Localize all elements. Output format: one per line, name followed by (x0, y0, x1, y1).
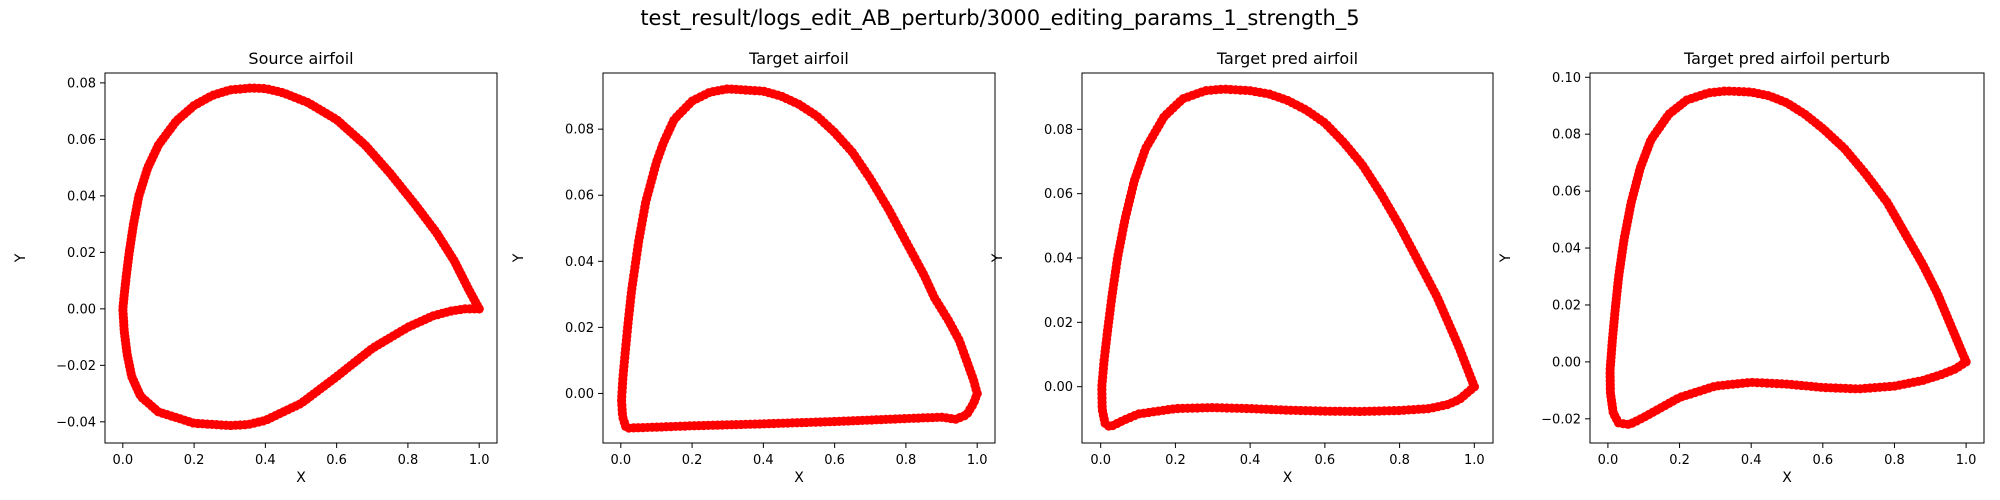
y-tick-label: 0.06 (1044, 187, 1073, 202)
y-tick-label: 0.00 (1044, 380, 1073, 395)
y-tick-label: −0.02 (56, 359, 96, 374)
y-tick-label: 0.08 (1552, 128, 1581, 143)
y-tick-label: 0.08 (565, 123, 594, 138)
x-tick-label: 0.8 (1389, 453, 1410, 468)
x-tick-label: 0.8 (398, 453, 419, 468)
x-tick-label: 0.0 (1598, 453, 1619, 468)
x-tick-label: 0.4 (1240, 453, 1261, 468)
data-point (474, 304, 484, 314)
x-tick-label: 0.4 (1741, 453, 1762, 468)
y-tick-label: 0.06 (1552, 185, 1581, 200)
x-tick-label: 0.6 (824, 453, 845, 468)
data-point (1961, 357, 1971, 367)
y-axis-label: Y (13, 253, 29, 263)
x-tick-label: 0.6 (1315, 453, 1336, 468)
y-tick-label: 0.02 (1552, 298, 1581, 313)
y-tick-label: 0.00 (67, 302, 96, 317)
y-axis-label: Y (1498, 253, 1514, 263)
x-axis-label: X (1782, 470, 1792, 486)
axis-ticks: 0.0 0.2 0.4 0.6 0.8 1.0 −0.04 −0.02 0.00 0.02 0.04… (56, 76, 489, 468)
axes-frame (602, 72, 996, 444)
y-tick-label: 0.06 (67, 133, 96, 148)
y-tick-label: 0.02 (565, 321, 594, 336)
x-tick-label: 0.2 (184, 453, 205, 468)
x-tick-label: 1.0 (469, 453, 490, 468)
axis-ticks: 0.0 0.2 0.4 0.6 0.8 1.0 0.00 0.02 0.04 0.06 0.08 (1044, 123, 1485, 468)
y-tick-label: 0.04 (1044, 252, 1073, 267)
subplot-title: Target pred airfoil perturb (1683, 49, 1890, 68)
series-points (1097, 84, 1479, 431)
subplot-title: Target pred airfoil (1216, 49, 1358, 68)
axes-frame (1081, 72, 1494, 444)
x-tick-label: 0.4 (255, 453, 276, 468)
subplot-title: Target airfoil (748, 49, 849, 68)
axis-ticks: 0.0 0.2 0.4 0.6 0.8 1.0 −0.02 0.00 0.02 0.04 0.06 0… (1541, 71, 1976, 468)
axes-frame (1589, 72, 1985, 444)
y-tick-label: 0.06 (565, 189, 594, 204)
y-tick-label: −0.02 (1541, 412, 1581, 427)
x-tick-label: 1.0 (1464, 453, 1485, 468)
x-tick-label: 0.8 (896, 453, 917, 468)
x-axis-label: X (794, 470, 804, 486)
y-tick-label: 0.04 (565, 255, 594, 270)
x-tick-label: 0.0 (1090, 453, 1111, 468)
y-tick-label: 0.04 (1552, 242, 1581, 257)
data-point (972, 388, 982, 399)
x-tick-label: 0.0 (610, 453, 631, 468)
y-tick-label: 0.04 (67, 189, 96, 204)
y-tick-label: 0.10 (1552, 71, 1581, 86)
x-tick-label: 0.0 (112, 453, 133, 468)
series-points (616, 84, 982, 433)
y-tick-label: 0.00 (565, 387, 594, 402)
y-tick-label: 0.00 (1552, 355, 1581, 370)
x-tick-label: 0.2 (1669, 453, 1690, 468)
x-tick-label: 1.0 (967, 453, 988, 468)
y-tick-label: 0.08 (1044, 123, 1073, 138)
axes-frame (104, 72, 498, 444)
y-tick-label: 0.02 (67, 246, 96, 261)
y-tick-label: −0.04 (56, 415, 96, 430)
series-points (118, 83, 484, 431)
x-tick-label: 0.2 (682, 453, 703, 468)
series-points (1605, 86, 1971, 429)
y-tick-label: 0.08 (67, 76, 96, 91)
x-tick-label: 0.6 (326, 453, 347, 468)
y-axis-label: Y (511, 253, 527, 263)
x-tick-label: 0.8 (1884, 453, 1905, 468)
x-tick-label: 1.0 (1956, 453, 1977, 468)
figure-suptitle: test_result/logs_edit_AB_perturb/3000_ed… (640, 6, 1360, 30)
data-point (1469, 382, 1479, 392)
x-tick-label: 0.6 (1812, 453, 1833, 468)
y-tick-label: 0.02 (1044, 316, 1073, 331)
x-tick-label: 0.4 (753, 453, 774, 468)
subplot-title: Source airfoil (248, 49, 353, 68)
x-axis-label: X (296, 470, 306, 486)
x-axis-label: X (1283, 470, 1293, 486)
axis-ticks: 0.0 0.2 0.4 0.6 0.8 1.0 0.00 0.02 0.04 0.06 0.08 (565, 123, 987, 468)
y-axis-label: Y (990, 253, 1006, 263)
x-tick-label: 0.2 (1165, 453, 1186, 468)
